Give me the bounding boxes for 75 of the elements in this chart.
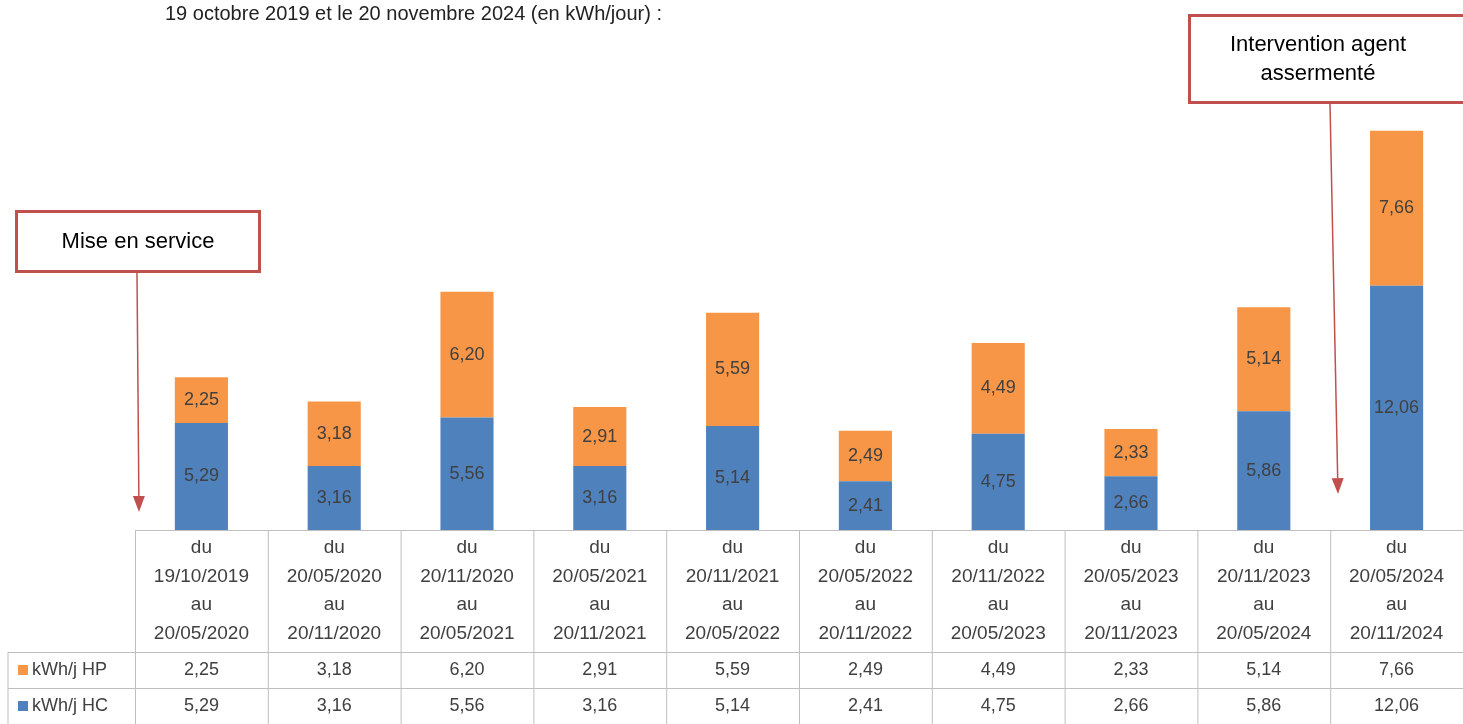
data-label: 5,59 bbox=[715, 658, 751, 679]
data-label: 5,29 bbox=[183, 694, 219, 715]
data-label: 3,16 bbox=[316, 694, 352, 715]
bar bbox=[1370, 285, 1424, 530]
bar bbox=[1104, 476, 1158, 530]
chart-title: 19 octobre 2019 et le 20 novembre 2024 (en kWh/jour) : bbox=[165, 2, 662, 25]
data-label: 2,91 bbox=[582, 658, 618, 679]
data-label: 4,49 bbox=[980, 658, 1016, 679]
bar bbox=[440, 291, 494, 418]
text: 5,59 bbox=[715, 358, 751, 379]
bar bbox=[1104, 428, 1158, 477]
data-label: 5,14 bbox=[715, 694, 751, 715]
x-tick-label: du 20/05/2022 au 20/11/2022 bbox=[817, 536, 913, 643]
x-tick-label: du 20/11/2022 au 20/05/2023 bbox=[950, 536, 1046, 643]
text: 4,75 bbox=[980, 470, 1016, 491]
legend-label: kWh/j HC bbox=[32, 694, 108, 715]
data-label: 2,25 bbox=[183, 658, 219, 679]
text: 4,49 bbox=[980, 377, 1016, 398]
data-label: 7,66 bbox=[1379, 658, 1415, 679]
text: 3,16 bbox=[316, 486, 352, 507]
text: 2,66 bbox=[1113, 492, 1149, 513]
text: 7,66 bbox=[1379, 197, 1415, 218]
bar bbox=[573, 407, 627, 467]
x-tick-label: du 20/11/2021 au 20/05/2022 bbox=[685, 536, 781, 643]
data-label: 3,18 bbox=[316, 658, 352, 679]
data-label: 5,14 bbox=[1246, 658, 1282, 679]
bar bbox=[971, 342, 1025, 434]
bar bbox=[307, 466, 361, 530]
text: 2,49 bbox=[847, 444, 883, 465]
x-tick-label: du 19/10/2019 au 20/05/2020 bbox=[153, 536, 249, 643]
data-label: 3,16 bbox=[582, 694, 618, 715]
bar bbox=[174, 377, 228, 423]
x-tick-label: du 20/05/2024 au 20/11/2024 bbox=[1349, 536, 1445, 643]
bar bbox=[174, 422, 228, 530]
x-tick-label: du 20/05/2023 au 20/11/2023 bbox=[1083, 536, 1179, 643]
bar bbox=[838, 430, 892, 482]
text: 6,20 bbox=[449, 343, 485, 364]
data-label: 5,56 bbox=[449, 694, 485, 715]
x-tick-label: du 20/11/2020 au 20/05/2021 bbox=[419, 536, 515, 643]
text: 5,86 bbox=[1246, 459, 1282, 480]
bar bbox=[1370, 130, 1424, 286]
bar bbox=[573, 466, 627, 530]
bar bbox=[1237, 307, 1291, 412]
text: 2,33 bbox=[1113, 441, 1149, 462]
bar bbox=[1237, 411, 1291, 530]
text: 2,41 bbox=[847, 494, 883, 515]
text: 5,29 bbox=[183, 465, 219, 486]
x-tick-label: du 20/05/2021 au 20/11/2021 bbox=[552, 536, 648, 643]
bar bbox=[706, 312, 760, 426]
x-tick-label: du 20/05/2020 au 20/11/2020 bbox=[286, 536, 382, 643]
callout-box: Intervention agent assermenté bbox=[1188, 14, 1463, 104]
bar bbox=[440, 417, 494, 530]
data-label: 2,66 bbox=[1113, 694, 1149, 715]
text: 5,14 bbox=[1246, 348, 1282, 369]
text: 5,14 bbox=[715, 466, 751, 487]
data-label: 2,41 bbox=[847, 694, 883, 715]
legend-label: kWh/j HP bbox=[32, 658, 108, 679]
data-label: 2,49 bbox=[847, 658, 883, 679]
data-label: 4,75 bbox=[980, 694, 1016, 715]
callout-box: Mise en service bbox=[15, 210, 261, 273]
text: 3,16 bbox=[582, 486, 618, 507]
text: 2,25 bbox=[183, 389, 219, 410]
data-label: 5,86 bbox=[1246, 694, 1282, 715]
text: 3,18 bbox=[316, 422, 352, 443]
data-label: 12,06 bbox=[1374, 694, 1420, 715]
bar bbox=[971, 433, 1025, 530]
bar bbox=[838, 481, 892, 530]
text: 5,56 bbox=[449, 462, 485, 483]
data-label: 2,33 bbox=[1113, 658, 1149, 679]
x-tick-label: du 20/11/2023 au 20/05/2024 bbox=[1216, 536, 1312, 643]
text: 2,91 bbox=[582, 425, 618, 446]
bar bbox=[307, 401, 361, 467]
text: 12,06 bbox=[1374, 396, 1420, 417]
bar bbox=[706, 425, 760, 530]
data-label: 6,20 bbox=[449, 658, 485, 679]
